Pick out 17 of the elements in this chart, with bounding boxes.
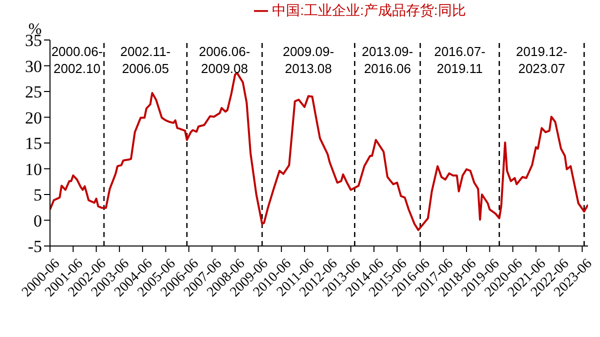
annotation: 2002.11-2006.05	[120, 44, 171, 76]
annotation: 2000.06-2002.10	[51, 44, 103, 76]
y-tick-label: 25	[25, 82, 42, 102]
legend-label: 中国:工业企业:产成品存货:同比	[272, 2, 466, 18]
y-tick-label: 0	[34, 211, 42, 230]
y-tick-label: 10	[25, 160, 42, 179]
y-tick-label: 30	[25, 56, 42, 76]
annotation: 2006.06-2009.08	[198, 44, 250, 76]
annotation: 2019.12-2023.07	[516, 44, 568, 76]
y-tick-label: -5	[28, 237, 42, 256]
annotation: 2009.09-2013.08	[282, 44, 334, 76]
y-tick-label: 15	[25, 134, 42, 154]
y-tick-label: 5	[34, 186, 42, 205]
annotation: 2016.07-2019.11	[434, 44, 486, 76]
annotation: 2013.09-2016.06	[362, 44, 414, 76]
line-series	[50, 72, 588, 232]
y-tick-label: 20	[25, 108, 42, 128]
